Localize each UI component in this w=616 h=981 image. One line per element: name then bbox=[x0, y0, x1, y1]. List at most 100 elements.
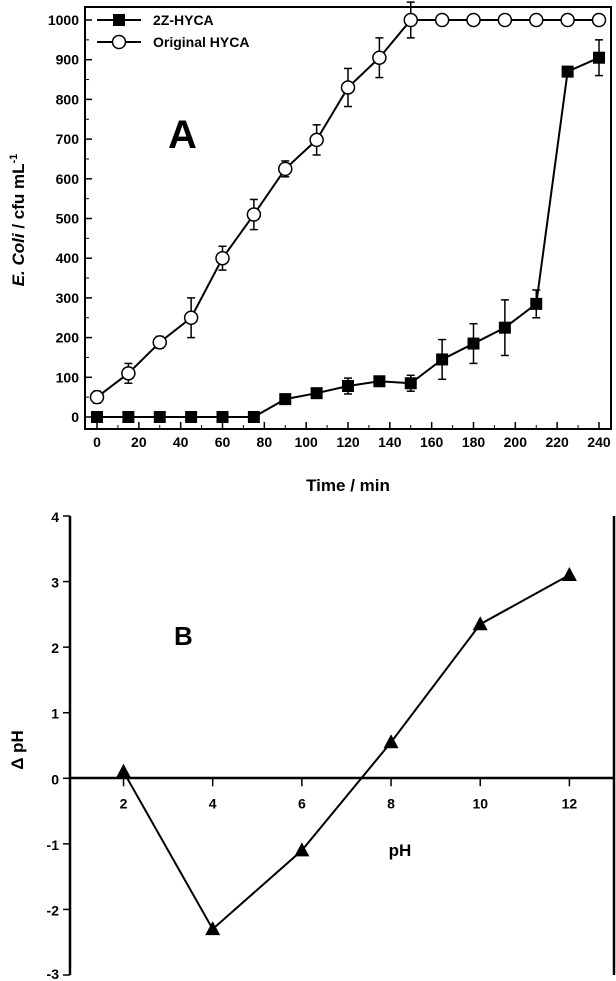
data-point-2z-hyca bbox=[436, 353, 449, 366]
data-point-2z-hyca bbox=[247, 411, 260, 423]
legend-marker-2z-hyca bbox=[113, 14, 125, 26]
data-point-original-hyca bbox=[215, 250, 230, 266]
series-line-2z-hyca bbox=[97, 56, 600, 418]
chart-a-legend: 2Z-HYCA Original HYCA bbox=[97, 12, 249, 50]
chart-a-xtick-label: 60 bbox=[215, 434, 231, 450]
data-point-2z-hyca bbox=[185, 411, 198, 423]
chart-a-xtick-label: 160 bbox=[420, 434, 444, 450]
data-point-original-hyca bbox=[560, 12, 575, 28]
data-point-original-hyca bbox=[121, 366, 136, 381]
chart-a-ticks: 0 20 40 60 80 100 120 140 160 180 200 220 240 0 100 200… bbox=[48, 12, 611, 450]
chart-a-xtick-label: 240 bbox=[587, 434, 611, 450]
chart-a: 0 20 40 60 80 100 120 140 160 180 200 220 240 0 100 200… bbox=[8, 1, 612, 495]
chart-b-xlabel: pH bbox=[389, 841, 412, 860]
data-point-delta-ph bbox=[561, 567, 577, 582]
chart-b-panel-label: B bbox=[174, 621, 193, 651]
legend-label-2z-hyca: 2Z-HYCA bbox=[153, 12, 214, 28]
chart-a-ytick-label: 200 bbox=[56, 330, 80, 346]
chart-a-xtick-label: 140 bbox=[378, 434, 402, 450]
chart-a-ytick-label: 100 bbox=[56, 369, 80, 385]
data-point-delta-ph bbox=[294, 842, 310, 857]
data-point-2z-hyca bbox=[122, 411, 135, 423]
chart-b-ytick-label: 4 bbox=[51, 509, 59, 525]
chart-a-xtick-label: 100 bbox=[294, 434, 318, 450]
data-point-2z-hyca bbox=[404, 377, 417, 390]
data-point-2z-hyca bbox=[279, 393, 292, 406]
data-point-2z-hyca bbox=[593, 51, 605, 64]
data-point-original-hyca bbox=[89, 389, 105, 405]
chart-b-xtick-label: 2 bbox=[120, 795, 128, 811]
chart-b-xtick-label: 10 bbox=[472, 795, 488, 811]
chart-a-ytick-label: 300 bbox=[56, 290, 80, 306]
chart-a-xtick-label: 40 bbox=[173, 434, 189, 450]
data-point-original-hyca bbox=[403, 12, 418, 28]
chart-b-series bbox=[116, 567, 577, 936]
chart-b-ytick-label: -1 bbox=[47, 837, 60, 853]
chart-a-series bbox=[89, 1, 607, 423]
series-line-delta-ph bbox=[122, 574, 570, 931]
data-point-2z-hyca bbox=[91, 411, 103, 423]
data-point-original-hyca bbox=[434, 12, 450, 28]
data-point-2z-hyca bbox=[153, 411, 166, 423]
chart-a-ylabel-italic: E. Coli bbox=[9, 232, 28, 286]
chart-a-ytick-label: 900 bbox=[56, 52, 80, 68]
chart-a-panel-label: A bbox=[168, 113, 197, 157]
chart-a-ytick-label: 0 bbox=[71, 409, 79, 425]
chart-b-xtick-label: 8 bbox=[387, 795, 395, 811]
chart-a-xtick-label: 80 bbox=[257, 434, 273, 450]
data-point-original-hyca bbox=[340, 80, 356, 95]
data-point-original-hyca bbox=[466, 12, 481, 28]
data-point-2z-hyca bbox=[561, 65, 574, 78]
chart-a-ylabel-sup: -1 bbox=[8, 154, 20, 164]
chart-b-xtick-label: 4 bbox=[209, 795, 217, 811]
chart-b-ytick-label: 2 bbox=[51, 640, 59, 656]
data-point-original-hyca bbox=[152, 335, 167, 350]
data-point-original-hyca bbox=[497, 12, 513, 28]
legend-marker-original-hyca bbox=[111, 34, 127, 50]
chart-a-ytick-label: 700 bbox=[56, 131, 80, 147]
chart-b-xtick-label: 6 bbox=[298, 795, 306, 811]
chart-a-ytick-label: 500 bbox=[56, 211, 80, 227]
chart-a-ytick-label: 800 bbox=[56, 91, 80, 107]
chart-a-ylabel: E. Coli / cfu mL-1 bbox=[8, 154, 28, 287]
chart-b-ytick-label: -2 bbox=[47, 902, 60, 918]
chart-a-xlabel: Time / min bbox=[306, 476, 390, 495]
legend-label-original-hyca: Original HYCA bbox=[153, 34, 249, 50]
data-point-original-hyca bbox=[246, 207, 262, 222]
data-point-delta-ph bbox=[472, 616, 488, 631]
data-point-2z-hyca bbox=[310, 387, 323, 400]
data-point-2z-hyca bbox=[530, 297, 543, 310]
data-point-original-hyca bbox=[278, 161, 293, 177]
data-point-delta-ph bbox=[383, 734, 399, 749]
data-point-original-hyca bbox=[591, 12, 607, 28]
data-point-2z-hyca bbox=[216, 411, 229, 423]
chart-a-ytick-label: 1000 bbox=[48, 12, 79, 28]
data-point-original-hyca bbox=[529, 12, 544, 28]
chart-b-ytick-label: -3 bbox=[47, 966, 60, 981]
chart-a-ytick-label: 600 bbox=[56, 171, 80, 187]
chart-a-ytick-label: 400 bbox=[56, 250, 80, 266]
chart-b-ytick-label: 1 bbox=[51, 706, 59, 722]
data-point-original-hyca bbox=[309, 132, 324, 148]
chart-b-ytick-label: 3 bbox=[51, 575, 59, 591]
chart-b-ylabel: Δ pH bbox=[8, 730, 27, 770]
data-point-2z-hyca bbox=[467, 337, 480, 350]
chart-a-xtick-label: 0 bbox=[93, 434, 101, 450]
data-point-2z-hyca bbox=[342, 380, 354, 393]
data-point-delta-ph bbox=[205, 921, 221, 936]
chart-a-xtick-label: 200 bbox=[504, 434, 528, 450]
chart-a-xtick-label: 180 bbox=[462, 434, 486, 450]
data-point-original-hyca bbox=[183, 310, 199, 325]
chart-b-xtick-label: 12 bbox=[562, 795, 578, 811]
chart-a-xtick-label: 120 bbox=[336, 434, 360, 450]
chart-b-ytick-label: 0 bbox=[51, 771, 59, 787]
data-point-2z-hyca bbox=[373, 375, 386, 388]
chart-a-xtick-label: 220 bbox=[545, 434, 569, 450]
data-point-original-hyca bbox=[372, 50, 387, 65]
chart-a-xtick-label: 20 bbox=[131, 434, 147, 450]
data-point-delta-ph bbox=[116, 763, 132, 778]
data-point-2z-hyca bbox=[498, 321, 511, 334]
